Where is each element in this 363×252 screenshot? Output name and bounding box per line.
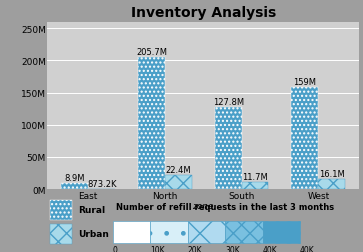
FancyBboxPatch shape	[50, 200, 72, 220]
Text: 0: 0	[113, 245, 118, 252]
Text: 159M: 159M	[293, 78, 317, 86]
Bar	[318, 179, 345, 190]
Text: 8.9M: 8.9M	[65, 174, 85, 183]
Text: 40K: 40K	[262, 245, 277, 252]
FancyBboxPatch shape	[262, 221, 300, 243]
FancyBboxPatch shape	[188, 221, 225, 243]
Text: Rural: Rural	[78, 205, 106, 214]
FancyBboxPatch shape	[113, 221, 150, 243]
Text: 127.8M: 127.8M	[213, 98, 244, 107]
Text: Number of refill requests in the last 3 months: Number of refill requests in the last 3 …	[116, 202, 334, 211]
Title: Inventory Analysis: Inventory Analysis	[131, 6, 276, 20]
Text: 11.7M: 11.7M	[242, 172, 268, 181]
X-axis label: zone: zone	[192, 201, 214, 210]
Text: 20K: 20K	[188, 245, 202, 252]
Text: 873.2K: 873.2K	[87, 179, 117, 188]
Bar	[88, 189, 115, 190]
Bar	[242, 182, 269, 190]
Bar	[61, 184, 88, 190]
Bar	[165, 175, 192, 190]
Text: Urban: Urban	[78, 230, 109, 238]
Text: 205.7M: 205.7M	[136, 48, 167, 56]
Bar	[291, 87, 318, 190]
Text: 16.1M: 16.1M	[319, 169, 344, 178]
Bar	[138, 57, 165, 190]
Text: 30K: 30K	[225, 245, 240, 252]
Text: 10K: 10K	[150, 245, 165, 252]
Bar	[215, 107, 242, 190]
Text: 40K: 40K	[300, 245, 315, 252]
Text: 22.4M: 22.4M	[166, 165, 191, 174]
FancyBboxPatch shape	[50, 225, 72, 244]
FancyBboxPatch shape	[150, 221, 188, 243]
FancyBboxPatch shape	[225, 221, 262, 243]
